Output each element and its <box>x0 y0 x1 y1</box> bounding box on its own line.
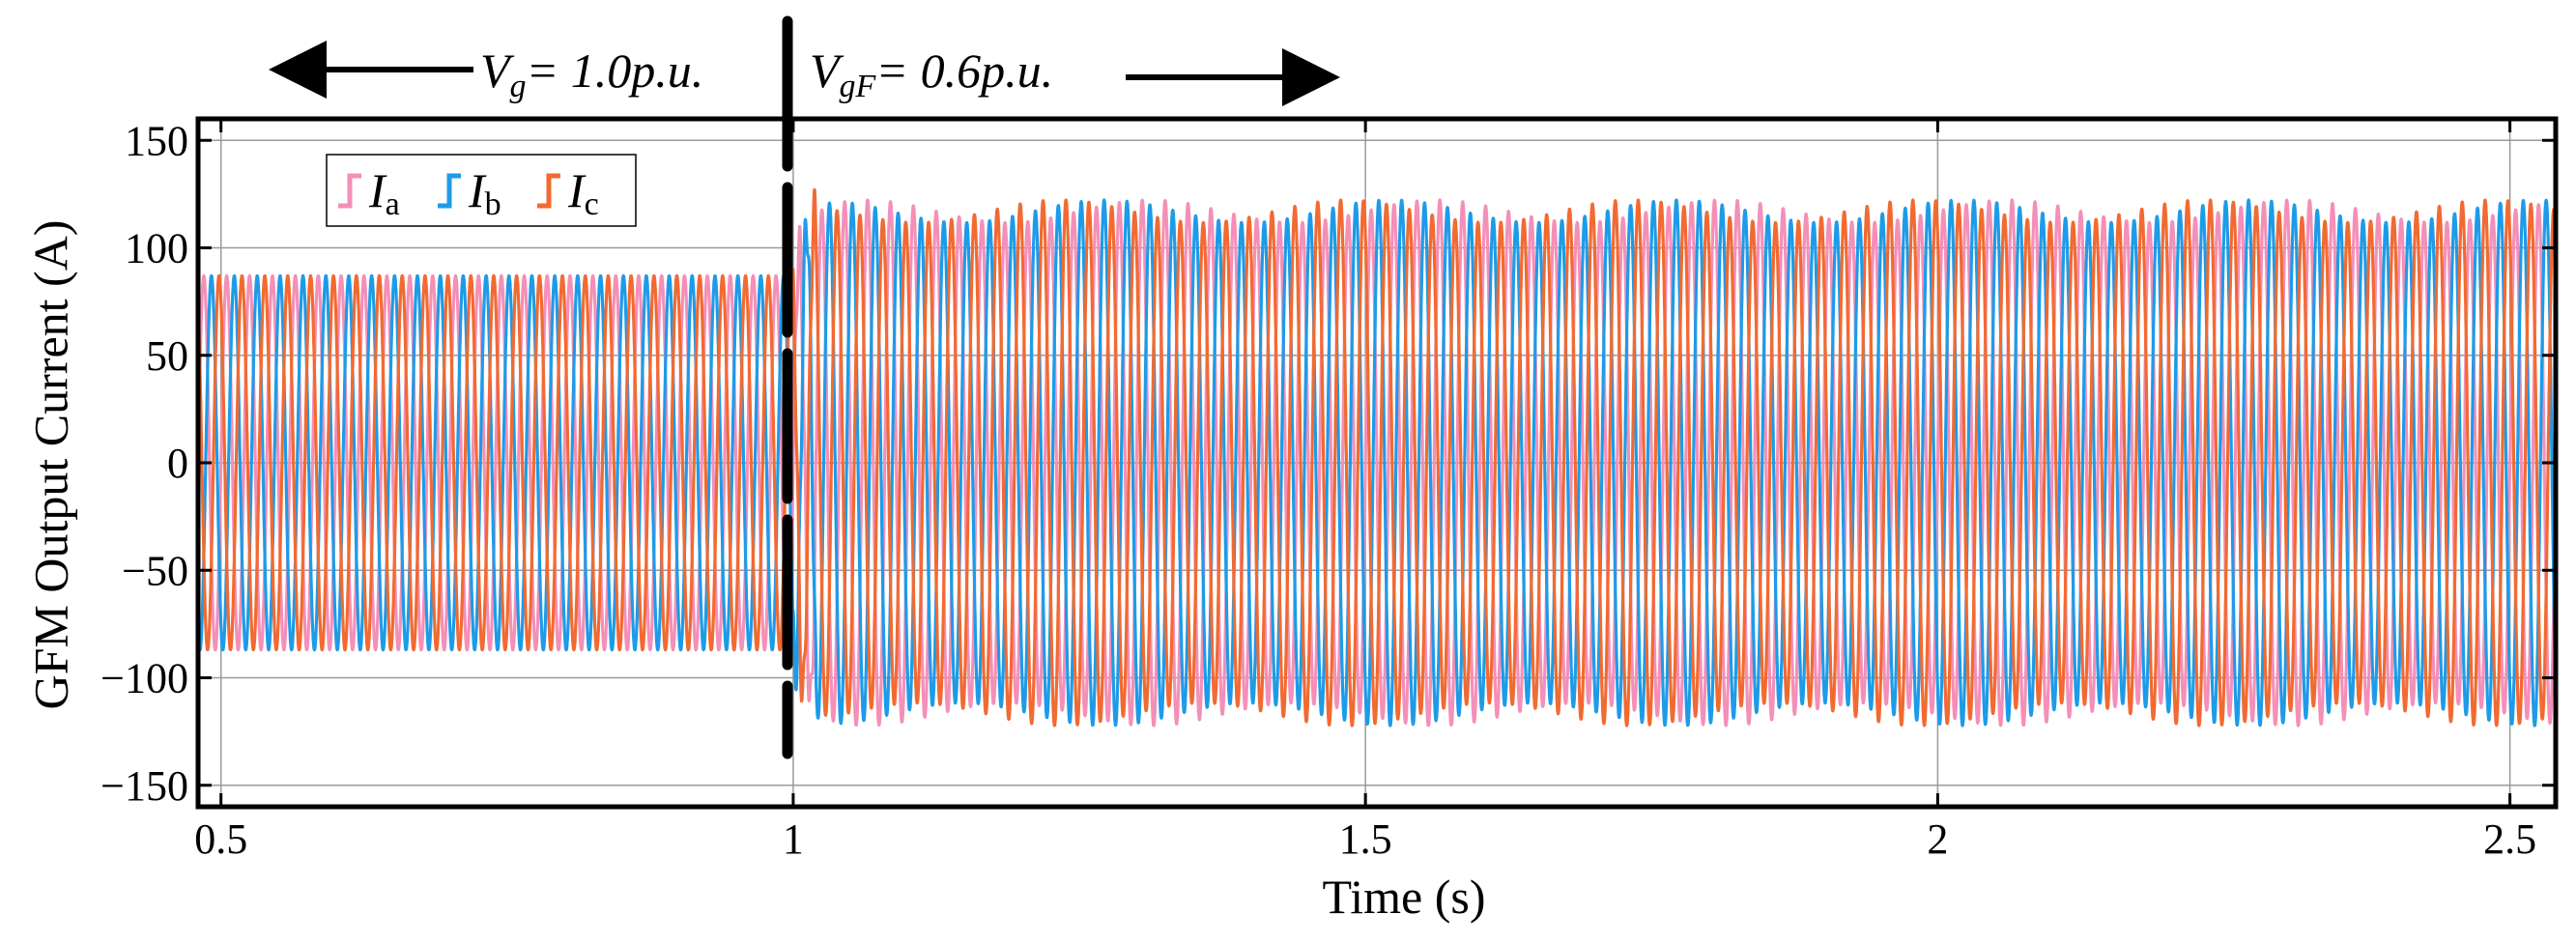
y-tick-label-6: −150 <box>100 762 188 810</box>
pre-voltage-symbol: V <box>480 43 515 98</box>
y-tick-label-5: −100 <box>100 655 188 702</box>
y-tick-label-2: 50 <box>146 332 188 380</box>
legend-ib-swatch <box>438 173 461 209</box>
x-tick-label-3: 2 <box>1927 815 1948 863</box>
x-axis-title: Time (s) <box>1322 870 1485 924</box>
y-tick-label-1: 100 <box>125 225 188 272</box>
legend: Ia Ib Ic <box>326 154 637 227</box>
y-tick-label-0: 150 <box>125 117 188 164</box>
post-voltage-value: = 0.6p.u. <box>875 43 1053 98</box>
x-tick-label-1: 1 <box>783 815 804 863</box>
legend-ic-label: Ic <box>567 163 599 222</box>
series-line-ic <box>198 187 2556 728</box>
y-tick-label-4: −50 <box>122 547 188 594</box>
legend-ia-swatch <box>338 173 361 209</box>
series-line-ib <box>198 198 2556 728</box>
pre-voltage-value: = 1.0p.u. <box>527 43 704 98</box>
pre-voltage-subscript: g <box>510 69 527 104</box>
legend-ib-label: Ib <box>468 163 501 222</box>
post-voltage-subscript: gF <box>840 69 877 104</box>
pre-fault-annotation: Vg= 1.0p.u. <box>269 41 703 104</box>
x-tick-label-0: 0.5 <box>194 815 247 863</box>
x-tick-label-4: 2.5 <box>2483 815 2536 863</box>
y-axis-title: GFM Output Current (A) <box>23 220 77 710</box>
series-layer <box>198 187 2556 728</box>
x-tick-label-2: 1.5 <box>1339 815 1392 863</box>
svg-text:VgF= 0.6p.u.: VgF= 0.6p.u. <box>810 43 1053 104</box>
svg-text:Vg= 1.0p.u.: Vg= 1.0p.u. <box>480 43 703 104</box>
y-tick-label-3: 0 <box>167 440 188 487</box>
y-axis: 150 100 50 0 −50 −100 −150 <box>100 117 2556 810</box>
post-voltage-symbol: V <box>810 43 844 98</box>
legend-ia-label: Ia <box>368 163 400 222</box>
post-fault-annotation: VgF= 0.6p.u. <box>810 43 1340 106</box>
series-line-ia <box>198 198 2556 728</box>
legend-ic-swatch <box>537 173 560 209</box>
x-axis: 0.5 1 1.5 2 2.5 <box>194 119 2536 863</box>
legend-box <box>326 154 637 227</box>
